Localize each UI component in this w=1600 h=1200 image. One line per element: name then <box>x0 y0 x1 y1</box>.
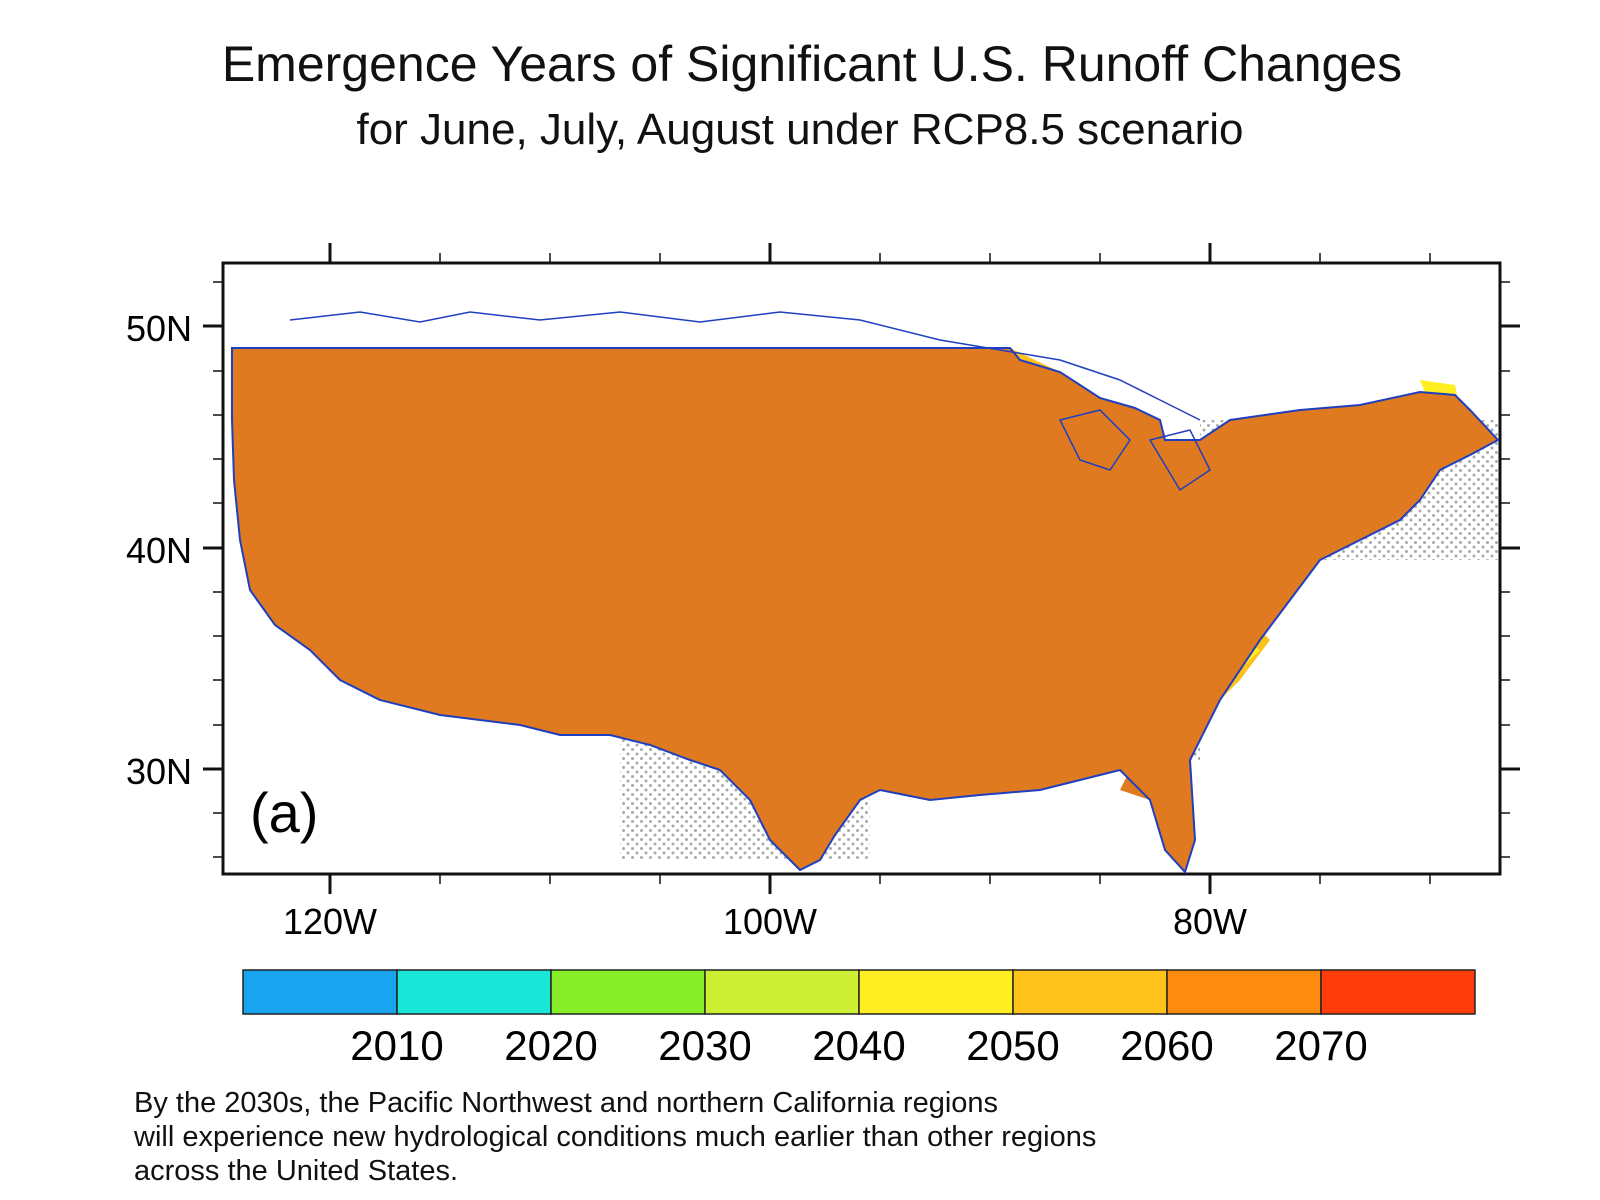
axis-minor-ticks <box>213 253 1510 884</box>
caption-line-1: By the 2030s, the Pacific Northwest and … <box>134 1087 999 1119</box>
lon-label-100w: 100W <box>723 901 817 942</box>
map-regions <box>231 311 1499 873</box>
legend-swatch <box>242 969 398 1015</box>
legend-label: 2050 <box>966 1022 1059 1069</box>
color-legend <box>242 969 1476 1015</box>
lat-label-50n: 50N <box>126 308 192 349</box>
caption-line-2: will experience new hydrological conditi… <box>134 1121 1097 1153</box>
chart-title: Emergence Years of Significant U.S. Runo… <box>221 36 1403 92</box>
lat-label-40n: 40N <box>126 530 192 571</box>
lon-label-120w: 120W <box>283 901 377 942</box>
legend-label: 2070 <box>1274 1022 1367 1069</box>
legend-swatch <box>1166 969 1322 1015</box>
legend-label: 2060 <box>1120 1022 1213 1069</box>
legend-label: 2040 <box>812 1022 905 1069</box>
legend-swatch <box>858 969 1014 1015</box>
legend-label: 2020 <box>504 1022 597 1069</box>
legend-label: 2030 <box>658 1022 751 1069</box>
chart-subtitle: for June, July, August under RCP8.5 scen… <box>356 105 1244 154</box>
panel-label: (a) <box>250 781 318 844</box>
lat-label-30n: 30N <box>126 751 192 792</box>
color-legend-labels: 2010 2020 2030 2040 2050 2060 2070 <box>350 1022 1367 1069</box>
legend-swatch <box>704 969 860 1015</box>
legend-swatch <box>1320 969 1476 1015</box>
legend-swatch <box>550 969 706 1015</box>
legend-label: 2010 <box>350 1022 443 1069</box>
axis-ticks <box>203 243 1520 894</box>
legend-swatch <box>1012 969 1168 1015</box>
lon-label-80w: 80W <box>1173 901 1247 942</box>
figure-caption: By the 2030s, the Pacific Northwest and … <box>134 1086 1574 1188</box>
caption-line-3: across the United States. <box>134 1155 458 1187</box>
legend-swatch <box>396 969 552 1015</box>
